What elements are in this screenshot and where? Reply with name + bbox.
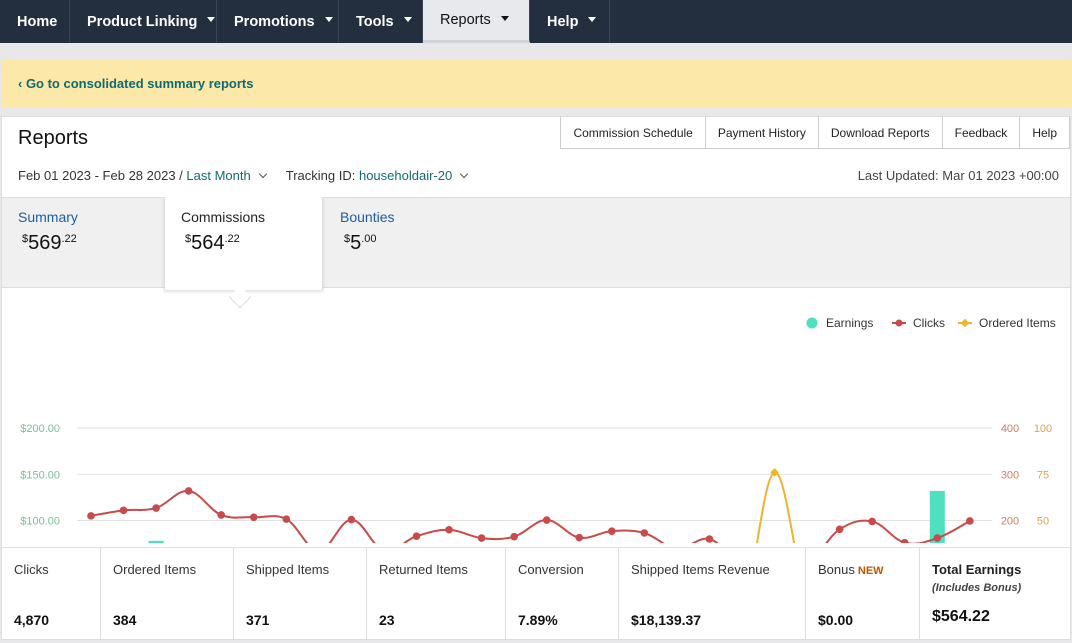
last-updated: Last Updated: Mar 01 2023 +00:00 (857, 168, 1059, 183)
chevron-down-icon[interactable] (258, 169, 267, 179)
clicks-line (90, 489, 971, 543)
caret-down-icon (207, 17, 216, 22)
caret-down-icon (500, 15, 509, 21)
caret-down-icon (588, 17, 597, 22)
y-right-clicks-tick-label: 300 (1001, 469, 1019, 481)
nav-tools[interactable]: Tools (339, 0, 423, 43)
tracking-id-dropdown[interactable]: householdair-20 (358, 168, 453, 183)
clicks-point (152, 504, 160, 512)
tab-commissions[interactable]: Commissions $564.22 (164, 197, 323, 290)
utility-buttons: Commission Schedule Payment History Down… (560, 117, 1070, 149)
clicks-point (184, 487, 193, 495)
legend-label-0: Earnings (826, 316, 873, 330)
clicks-point (868, 517, 876, 526)
earnings-bar (148, 540, 164, 543)
ordered-items-point (770, 468, 779, 477)
clicks-point (119, 506, 128, 515)
stats-row: Clicks 4,870 Ordered Items 384 Shipped I… (2, 547, 1070, 640)
clicks-point (705, 535, 714, 543)
help-button[interactable]: Help (1020, 117, 1070, 148)
y-right-clicks-tick-label: 200 (1001, 516, 1019, 528)
clicks-point (966, 517, 974, 525)
clicks-point (249, 513, 258, 522)
tracking-label: Tracking ID: (285, 168, 356, 183)
stat-shipped-revenue: Shipped Items Revenue $18,139.37 (619, 548, 806, 640)
clicks-point (445, 525, 453, 534)
nav-spacer (610, 0, 1072, 43)
clicks-point (347, 515, 356, 524)
y-right-clicks-tick-label: 400 (1001, 423, 1019, 435)
stat-shipped-items: Shipped Items 371 (234, 548, 367, 640)
clicks-point (900, 538, 909, 543)
legend-label-1: Clicks (913, 316, 945, 330)
period-dropdown[interactable]: Last Month (186, 168, 251, 183)
clicks-point (933, 534, 942, 542)
clicks-point (640, 529, 649, 537)
tab-amount: $5.00 (344, 232, 377, 254)
nav-reports[interactable]: Reports (423, 0, 530, 43)
legend-earnings-marker (806, 317, 818, 329)
nav-help[interactable]: Help (530, 0, 610, 43)
earnings-chart: Earnings Clicks Ordered Items $200.00 400 100… (20, 316, 1056, 543)
new-badge: NEW (857, 565, 884, 577)
clicks-point (412, 532, 421, 541)
clicks-point (282, 515, 291, 523)
caret-down-icon (324, 17, 333, 22)
chevron-down-icon[interactable] (459, 169, 469, 179)
feedback-button[interactable]: Feedback (943, 117, 1021, 148)
clicks-point (87, 512, 95, 520)
stat-clicks: Clicks 4,870 (2, 548, 101, 640)
legend-items-marker (960, 318, 970, 328)
clicks-point (510, 532, 518, 541)
y-left-tick-label: $200.00 (20, 423, 60, 435)
nav-home[interactable]: Home (0, 0, 70, 43)
payment-history-button[interactable]: Payment History (706, 117, 819, 148)
tab-label: Summary (18, 209, 78, 225)
clicks-point (217, 511, 225, 519)
nav-promotions[interactable]: Promotions (217, 0, 339, 43)
tab-amount: $564.22 (185, 232, 240, 254)
y-left-tick-label: $100.00 (20, 516, 60, 528)
tab-summary[interactable]: Summary $569.22 (2, 197, 164, 289)
download-reports-button[interactable]: Download Reports (819, 117, 943, 148)
reports-panel: Reports Commission Schedule Payment Hist… (1, 116, 1071, 640)
earnings-bar (929, 490, 945, 543)
consolidated-summary-link[interactable]: ‹ Go to consolidated summary reports (18, 75, 254, 91)
y-right-items-tick-label: 50 (1037, 516, 1049, 528)
commission-schedule-button[interactable]: Commission Schedule (561, 117, 706, 148)
stat-returned-items: Returned Items 23 (367, 548, 506, 640)
legend-label-2: Ordered Items (979, 316, 1056, 330)
clicks-point (608, 527, 616, 535)
stat-total-earnings: Total Earnings (Includes Bonus) $564.22 (932, 562, 1022, 625)
date-range: Feb 01 2023 - Feb 28 2023 / (18, 168, 183, 183)
top-nav: Home Product Linking Promotions Tools Re… (0, 0, 1072, 43)
filter-row: Feb 01 2023 - Feb 28 2023 / Last Month T… (18, 168, 475, 183)
y-right-items-tick-label: 100 (1034, 423, 1052, 435)
stat-conversion: Conversion 7.89% (506, 548, 619, 640)
clicks-point (542, 516, 551, 524)
y-right-items-tick-label: 75 (1037, 469, 1049, 481)
consolidated-banner: ‹ Go to consolidated summary reports (1, 59, 1071, 107)
tab-amount: $569.22 (22, 232, 77, 254)
tab-label: Commissions (181, 209, 266, 225)
clicks-point (477, 534, 486, 542)
caret-down-icon (403, 17, 412, 22)
page-title: Reports (18, 127, 89, 149)
tab-label: Bounties (340, 209, 395, 225)
clicks-point (575, 533, 584, 542)
stat-bonus: Bonus NEW $0.00 (806, 548, 920, 640)
legend-clicks-marker (895, 319, 903, 327)
nav-product-linking[interactable]: Product Linking (70, 0, 217, 43)
clicks-point (835, 525, 844, 534)
tab-bounties[interactable]: Bounties $5.00 (324, 197, 484, 289)
stat-ordered-items: Ordered Items 384 (101, 548, 234, 640)
y-left-tick-label: $150.00 (20, 469, 60, 481)
